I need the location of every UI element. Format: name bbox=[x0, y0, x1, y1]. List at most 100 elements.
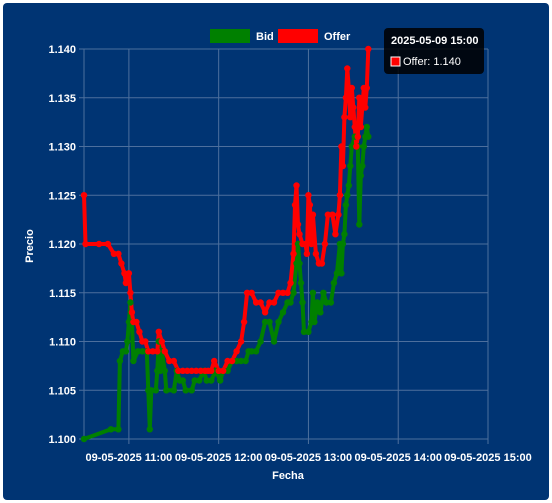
y-tick-label: 1.125 bbox=[48, 190, 76, 202]
data-point-bid bbox=[152, 387, 159, 394]
data-point-bid bbox=[217, 377, 224, 384]
data-point-offer bbox=[237, 338, 245, 345]
data-point-bid bbox=[359, 162, 366, 170]
y-axis-title: Precio bbox=[24, 229, 36, 263]
x-tick-label: 09-05-2025 12:00 bbox=[175, 452, 262, 464]
data-point-bid bbox=[348, 143, 355, 150]
data-point-bid bbox=[287, 299, 294, 306]
data-point-bid bbox=[157, 367, 164, 374]
data-point-offer bbox=[287, 279, 294, 287]
data-point-bid bbox=[261, 318, 269, 326]
legend-swatch bbox=[210, 29, 250, 43]
y-tick-label: 1.135 bbox=[48, 93, 76, 105]
data-point-bid bbox=[275, 318, 282, 326]
data-point-offer bbox=[211, 357, 218, 365]
data-point-offer bbox=[294, 221, 302, 228]
legend-swatch bbox=[278, 29, 318, 43]
data-point-bid bbox=[237, 357, 245, 365]
data-point-offer bbox=[290, 250, 297, 257]
y-tick-label: 1.110 bbox=[49, 337, 76, 349]
data-point-bid bbox=[309, 289, 317, 296]
data-point-bid bbox=[127, 299, 134, 306]
data-point-offer bbox=[243, 289, 251, 296]
data-point-offer bbox=[118, 260, 125, 267]
data-point-offer bbox=[133, 318, 140, 326]
data-point-offer bbox=[154, 348, 161, 355]
data-point-bid bbox=[342, 201, 350, 209]
data-point-offer bbox=[240, 318, 248, 326]
data-point-bid bbox=[339, 240, 347, 248]
data-point-bid bbox=[139, 348, 146, 355]
y-tick-label: 1.100 bbox=[48, 434, 76, 446]
data-point-offer bbox=[362, 104, 369, 111]
data-point-offer bbox=[354, 133, 361, 140]
data-point-bid bbox=[107, 426, 115, 433]
data-point-offer bbox=[110, 250, 118, 257]
data-point-offer bbox=[125, 270, 133, 277]
data-point-bid bbox=[134, 348, 142, 355]
data-point-offer bbox=[136, 328, 143, 335]
data-point-bid bbox=[170, 387, 177, 394]
data-point-offer bbox=[335, 211, 342, 218]
data-point-bid bbox=[299, 299, 306, 306]
data-point-offer bbox=[128, 309, 136, 316]
data-point-bid bbox=[344, 192, 351, 199]
data-point-offer bbox=[248, 289, 255, 296]
data-point-offer bbox=[220, 367, 227, 374]
x-tick-label: 09-05-2025 14:00 bbox=[354, 452, 441, 464]
legend-item-offer[interactable]: Offer bbox=[278, 29, 351, 43]
legend-item-bid[interactable]: Bid bbox=[210, 29, 274, 43]
data-point-offer bbox=[348, 84, 355, 92]
data-point-offer bbox=[149, 348, 156, 355]
x-tick-label: 09-05-2025 15:00 bbox=[444, 452, 531, 464]
data-point-bid bbox=[248, 348, 255, 355]
data-point-bid bbox=[80, 435, 88, 443]
data-point-bid bbox=[296, 260, 303, 267]
data-point-offer bbox=[270, 299, 278, 306]
data-point-offer bbox=[351, 123, 358, 131]
legend-label: Offer bbox=[324, 31, 351, 43]
data-point-offer bbox=[161, 348, 168, 355]
data-point-bid bbox=[300, 328, 308, 335]
data-point-bid bbox=[208, 377, 215, 384]
data-point-offer bbox=[188, 367, 195, 374]
tooltip-value: Offer: 1.140 bbox=[403, 56, 461, 68]
data-point-offer bbox=[158, 338, 165, 345]
data-point-bid bbox=[320, 289, 327, 296]
data-point-offer bbox=[142, 338, 149, 345]
data-point-bid bbox=[148, 387, 155, 394]
data-point-offer bbox=[339, 162, 347, 170]
data-point-offer bbox=[80, 192, 88, 199]
data-point-offer bbox=[266, 299, 273, 306]
data-point-offer bbox=[145, 348, 152, 355]
tooltip: 2025-05-09 15:00 Offer: 1.140 bbox=[384, 28, 484, 74]
data-point-offer bbox=[296, 231, 303, 238]
data-point-bid bbox=[311, 318, 318, 326]
data-point-bid bbox=[116, 357, 124, 365]
data-point-offer bbox=[179, 367, 186, 374]
y-tick-label: 1.115 bbox=[49, 288, 76, 300]
data-point-offer bbox=[318, 260, 326, 267]
data-point-bid bbox=[270, 338, 278, 345]
data-point-offer bbox=[95, 240, 103, 248]
data-point-offer bbox=[252, 299, 260, 306]
data-point-offer bbox=[279, 289, 287, 296]
tooltip-box bbox=[384, 28, 484, 74]
x-tick-label: 09-05-2025 13:00 bbox=[265, 452, 352, 464]
data-point-bid bbox=[252, 348, 260, 355]
data-point-bid bbox=[327, 299, 335, 306]
data-point-offer bbox=[365, 45, 372, 53]
data-point-bid bbox=[161, 367, 168, 374]
data-point-bid bbox=[341, 231, 348, 238]
data-point-offer bbox=[184, 367, 191, 374]
data-point-bid bbox=[196, 377, 203, 384]
data-point-offer bbox=[344, 65, 351, 72]
data-point-offer bbox=[170, 357, 177, 365]
data-point-offer bbox=[324, 211, 332, 218]
data-point-bid bbox=[365, 133, 372, 140]
legend[interactable]: Bid Offer bbox=[210, 29, 351, 43]
data-point-bid bbox=[356, 221, 363, 228]
data-point-bid bbox=[124, 338, 131, 345]
data-point-bid bbox=[115, 426, 122, 433]
data-point-offer bbox=[302, 240, 309, 248]
